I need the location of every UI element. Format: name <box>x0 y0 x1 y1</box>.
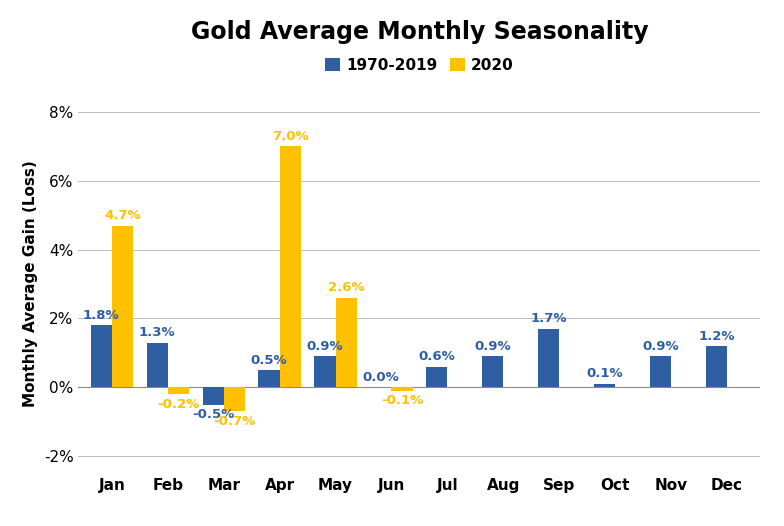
Bar <box>391 387 412 391</box>
Text: 1.2%: 1.2% <box>698 330 735 342</box>
Bar <box>112 226 133 387</box>
Bar <box>259 370 280 387</box>
Y-axis label: Monthly Average Gain (Loss): Monthly Average Gain (Loss) <box>24 160 38 408</box>
Text: 7.0%: 7.0% <box>272 130 309 143</box>
Text: 0.6%: 0.6% <box>419 350 456 363</box>
Text: -0.1%: -0.1% <box>381 394 423 407</box>
Bar <box>91 326 112 387</box>
Text: 0.5%: 0.5% <box>251 353 288 367</box>
Text: 2.6%: 2.6% <box>328 281 365 295</box>
Text: 1.8%: 1.8% <box>83 309 120 322</box>
Bar <box>202 387 223 404</box>
Text: 4.7%: 4.7% <box>104 209 141 222</box>
Bar <box>706 346 727 387</box>
Text: 0.9%: 0.9% <box>642 340 679 353</box>
Text: 0.1%: 0.1% <box>586 368 622 380</box>
Title: Gold Average Monthly Seasonality: Gold Average Monthly Seasonality <box>191 20 648 44</box>
Text: 1.7%: 1.7% <box>530 312 567 326</box>
Bar <box>426 367 448 387</box>
Text: 0.0%: 0.0% <box>362 371 399 384</box>
Text: -0.7%: -0.7% <box>213 415 256 428</box>
Bar <box>280 146 301 387</box>
Bar <box>147 342 168 387</box>
Bar <box>168 387 189 394</box>
Bar <box>482 356 503 387</box>
Text: 1.3%: 1.3% <box>139 326 176 339</box>
Bar <box>336 298 357 387</box>
Text: -0.2%: -0.2% <box>158 398 200 411</box>
Bar <box>314 356 336 387</box>
Bar <box>593 384 615 387</box>
Bar <box>223 387 245 411</box>
Text: 0.9%: 0.9% <box>474 340 511 353</box>
Text: -0.5%: -0.5% <box>192 408 234 421</box>
Text: 0.9%: 0.9% <box>307 340 343 353</box>
Bar <box>650 356 671 387</box>
Bar <box>538 329 559 387</box>
Legend: 1970-2019, 2020: 1970-2019, 2020 <box>321 53 518 77</box>
